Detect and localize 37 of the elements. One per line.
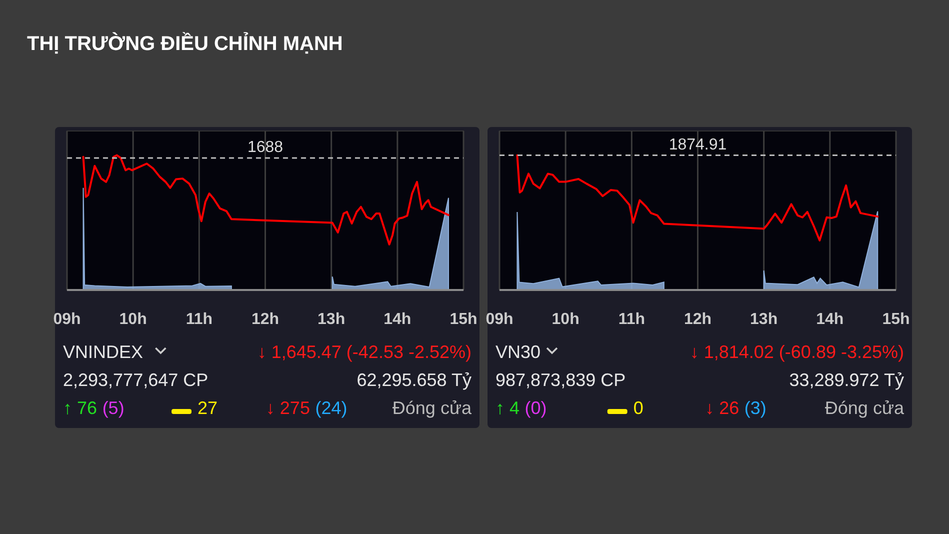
x-tick-label: 09h [53,311,81,328]
text: (5) [102,398,124,418]
x-tick-label: 11h [186,311,213,328]
x-tick-label: 13h [318,311,346,328]
text: Đóng cửa [824,398,905,418]
x-tick-label: 10h [552,311,580,328]
x-tick-label: 15h [450,311,478,328]
text: 0 [633,398,644,418]
text: 62,295.658 Tỷ [356,370,472,390]
text: 33,289.972 Tỷ [789,370,904,390]
text: ↑ 76 [63,398,98,418]
text: VNINDEX [63,342,144,362]
x-tick-label: 13h [750,311,778,328]
text: ↑ 4 [496,398,520,418]
x-tick-label: 10h [119,311,147,328]
x-tick-label: 15h [882,311,910,328]
text: ↓ 1,645.47 (-42.53 -2.52%) [257,342,472,362]
x-tick-label: 11h [618,311,646,328]
text: ↓ 1,814.02 (-60.89 -3.25%) [690,342,904,362]
text: 987,873,839 CP [496,370,626,390]
chart-title: THỊ TRƯỜNG ĐIỀU CHỈNH MẠNH [27,32,343,55]
text: Đóng cửa [392,398,472,418]
x-tick-label: 09h [486,311,514,328]
text: (3) [744,398,766,418]
x-tick-label: 12h [251,311,280,328]
annotation: 1874.91 [668,136,727,154]
x-tick-label: 14h [384,311,412,328]
text: 27 [198,398,218,418]
x-tick-label: 12h [684,311,712,328]
text: (24) [315,398,348,418]
text: 2,293,777,647 CP [63,370,208,390]
x-tick-label: 14h [816,311,844,328]
annotation: 1688 [247,138,284,156]
text: VN30 [496,342,541,362]
text: ↓ 26 [705,398,740,418]
text: ↓ 275 [266,398,310,418]
text: (0) [524,398,547,418]
